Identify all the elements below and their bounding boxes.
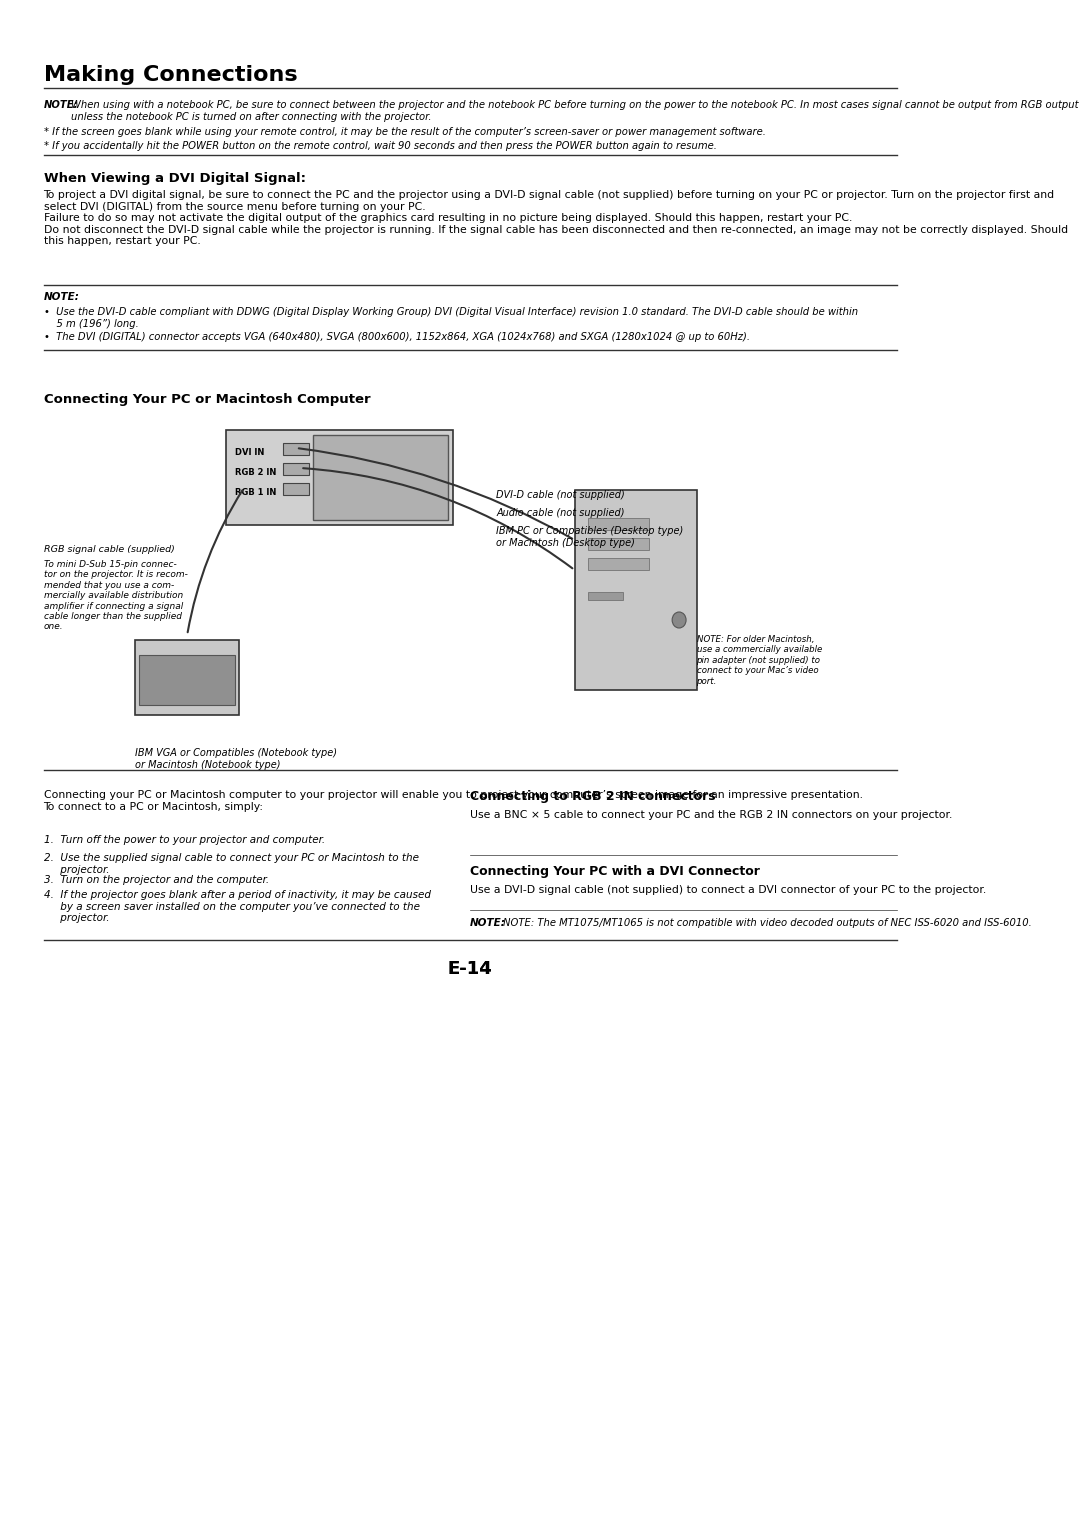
Text: Audio cable (not supplied): Audio cable (not supplied) xyxy=(497,508,624,517)
Circle shape xyxy=(672,612,686,629)
Text: To mini D-Sub 15-pin connec-
tor on the projector. It is recom-
mended that you : To mini D-Sub 15-pin connec- tor on the … xyxy=(43,560,188,632)
Text: RGB signal cable (supplied): RGB signal cable (supplied) xyxy=(43,545,174,554)
Text: DVI-D cable (not supplied): DVI-D cable (not supplied) xyxy=(497,490,625,501)
Text: IBM VGA or Compatibles (Notebook type)
or Macintosh (Notebook type): IBM VGA or Compatibles (Notebook type) o… xyxy=(135,748,337,769)
Text: To project a DVI digital signal, be sure to connect the PC and the projector usi: To project a DVI digital signal, be sure… xyxy=(43,191,1068,246)
Text: 3.  Turn on the projector and the computer.: 3. Turn on the projector and the compute… xyxy=(43,874,269,885)
Text: NOTE:: NOTE: xyxy=(43,101,78,110)
Bar xyxy=(227,430,453,525)
Bar xyxy=(283,443,309,455)
Text: 1.  Turn off the power to your projector and computer.: 1. Turn off the power to your projector … xyxy=(43,835,325,845)
Bar xyxy=(283,484,309,494)
Bar xyxy=(588,592,622,600)
Bar xyxy=(588,539,649,549)
Text: NOTE:: NOTE: xyxy=(43,291,80,302)
Bar xyxy=(283,462,309,475)
Text: When Viewing a DVI Digital Signal:: When Viewing a DVI Digital Signal: xyxy=(43,172,306,185)
Text: * If you accidentally hit the POWER button on the remote control, wait 90 second: * If you accidentally hit the POWER butt… xyxy=(43,140,716,151)
Bar xyxy=(313,435,448,520)
Text: Connecting your PC or Macintosh computer to your projector will enable you to pr: Connecting your PC or Macintosh computer… xyxy=(43,790,863,812)
Text: E-14: E-14 xyxy=(448,960,492,978)
Text: Connecting Your PC with a DVI Connector: Connecting Your PC with a DVI Connector xyxy=(470,865,760,877)
Text: 2.  Use the supplied signal cable to connect your PC or Macintosh to the
     pr: 2. Use the supplied signal cable to conn… xyxy=(43,853,419,874)
Text: Connecting Your PC or Macintosh Computer: Connecting Your PC or Macintosh Computer xyxy=(43,394,370,406)
Text: Use a DVI-D signal cable (not supplied) to connect a DVI connector of your PC to: Use a DVI-D signal cable (not supplied) … xyxy=(470,885,986,896)
Bar xyxy=(588,559,649,571)
Text: RGB 1 IN: RGB 1 IN xyxy=(235,488,276,497)
Text: •  The DVI (DIGITAL) connector accepts VGA (640x480), SVGA (800x600), 1152x864, : • The DVI (DIGITAL) connector accepts VG… xyxy=(43,333,750,342)
Text: DVI IN: DVI IN xyxy=(235,449,265,456)
Text: 4.  If the projector goes blank after a period of inactivity, it may be caused
 : 4. If the projector goes blank after a p… xyxy=(43,890,431,923)
Text: * If the screen goes blank while using your remote control, it may be the result: * If the screen goes blank while using y… xyxy=(43,127,766,137)
Bar xyxy=(588,517,649,530)
Text: Connecting to RGB 2 IN connectors: Connecting to RGB 2 IN connectors xyxy=(470,790,716,803)
Text: NOTE: The MT1075/MT1065 is not compatible with video decoded outputs of NEC ISS-: NOTE: The MT1075/MT1065 is not compatibl… xyxy=(503,919,1032,928)
Bar xyxy=(139,655,235,705)
Text: Making Connections: Making Connections xyxy=(43,66,297,85)
Bar xyxy=(135,639,240,716)
Text: NOTE:: NOTE: xyxy=(470,919,507,928)
Text: NOTE: For older Macintosh,
use a commercially available
pin adapter (not supplie: NOTE: For older Macintosh, use a commerc… xyxy=(697,635,822,685)
Text: E-14: E-14 xyxy=(448,960,492,978)
Text: IBM PC or Compatibles (Desktop type)
or Macintosh (Desktop type): IBM PC or Compatibles (Desktop type) or … xyxy=(497,526,684,548)
Text: •  Use the DVI-D cable compliant with DDWG (Digital Display Working Group) DVI (: • Use the DVI-D cable compliant with DDW… xyxy=(43,307,858,328)
Text: When using with a notebook PC, be sure to connect between the projector and the : When using with a notebook PC, be sure t… xyxy=(71,101,1079,122)
Bar xyxy=(575,490,697,690)
Text: RGB 2 IN: RGB 2 IN xyxy=(235,468,276,478)
Text: Use a BNC × 5 cable to connect your PC and the RGB 2 IN connectors on your proje: Use a BNC × 5 cable to connect your PC a… xyxy=(470,810,953,819)
